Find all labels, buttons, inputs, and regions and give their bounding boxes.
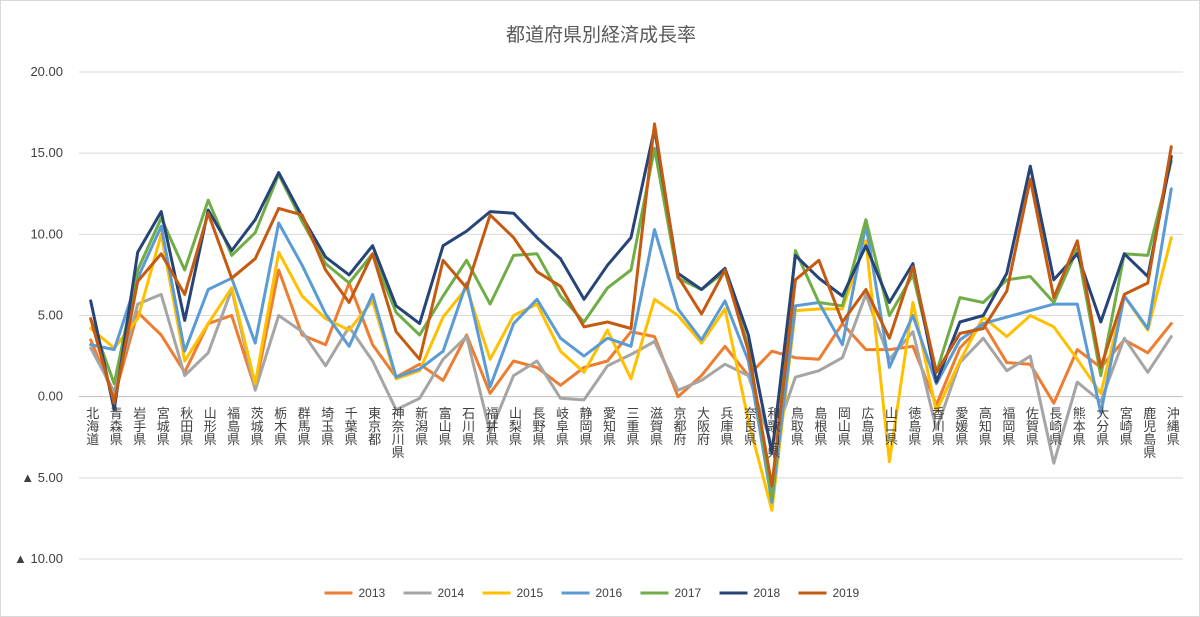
- legend-label: 2019: [833, 586, 860, 600]
- x-category-label: 香川県: [929, 407, 945, 446]
- x-category-label: 山口県: [882, 407, 898, 446]
- x-category-label: 長野県: [530, 407, 546, 446]
- x-category-label: 埼玉県: [318, 407, 334, 446]
- x-category-label: 神奈川県: [389, 407, 405, 459]
- y-tick-label: ▲ 5.00: [21, 470, 63, 485]
- x-category-label: 滋賀県: [647, 407, 663, 446]
- legend-label: 2014: [438, 586, 465, 600]
- legend-label: 2016: [596, 586, 623, 600]
- series-lines: [89, 122, 1173, 512]
- x-category-label: 青森県: [107, 407, 123, 446]
- x-category-label: 新潟県: [412, 406, 428, 446]
- y-tick-label: 20.00: [30, 64, 63, 79]
- x-category-label: 和歌山県: [764, 407, 780, 459]
- x-category-label: 佐賀県: [1023, 407, 1039, 446]
- x-category-label: 宮崎県: [1117, 406, 1133, 446]
- x-category-label: 山梨県: [506, 407, 522, 446]
- series-line-2018: [89, 127, 1173, 455]
- x-category-label: 長崎県: [1046, 407, 1062, 446]
- series-line-2016: [89, 187, 1173, 504]
- x-category-label: 静岡県: [577, 407, 593, 446]
- x-category-label: 岡山県: [835, 407, 851, 446]
- x-category-label: 岩手県: [130, 407, 146, 446]
- x-category-label: 福井県: [483, 407, 499, 446]
- legend: 2013 2014 2015 2016 2017 2018 2019: [324, 586, 860, 600]
- x-category-label: 福島県: [224, 407, 240, 446]
- x-category-label: 兵庫県: [717, 407, 733, 446]
- x-category-label: 栃木県: [271, 407, 287, 446]
- x-category-label: 三重県: [624, 407, 640, 446]
- legend-item-2015: 2015: [482, 586, 544, 600]
- x-category-label: 北海道: [83, 407, 99, 446]
- series-line-2017: [89, 146, 1173, 499]
- x-category-label: 沖縄県: [1164, 407, 1180, 446]
- x-category-label: 秋田県: [177, 407, 193, 446]
- legend-label: 2013: [359, 586, 386, 600]
- x-category-label: 大分県: [1093, 407, 1109, 446]
- x-category-label: 岐阜県: [553, 407, 569, 446]
- x-category-label: 石川県: [459, 407, 475, 446]
- legend-label: 2015: [517, 586, 544, 600]
- x-category-label: 茨城県: [248, 407, 264, 446]
- x-category-label: 高知県: [976, 406, 992, 446]
- x-category-label: 鳥取県: [788, 407, 804, 446]
- legend-item-2014: 2014: [403, 586, 465, 600]
- x-category-label: 大阪府: [694, 407, 710, 447]
- series-line-2014: [89, 288, 1173, 465]
- legend-item-2019: 2019: [798, 586, 860, 600]
- series-line-2015: [89, 232, 1173, 512]
- series-line-2013: [89, 268, 1173, 407]
- x-category-label: 熊本県: [1070, 406, 1086, 446]
- x-category-label: 広島県: [858, 407, 874, 446]
- x-category-label: 鹿児島県: [1140, 406, 1156, 459]
- y-tick-label: 15.00: [30, 145, 63, 160]
- chart-title: 都道府県別経済成長率: [506, 24, 696, 46]
- y-tick-label: 5.00: [38, 308, 63, 323]
- legend-label: 2018: [754, 586, 781, 600]
- x-category-label: 徳島県: [905, 407, 921, 446]
- legend-label: 2017: [675, 586, 702, 600]
- series-line-2019: [89, 122, 1173, 488]
- x-category-label: 千葉県: [342, 407, 358, 446]
- legend-item-2016: 2016: [561, 586, 623, 600]
- x-category-label: 福岡県: [999, 407, 1015, 446]
- legend-item-2018: 2018: [719, 586, 781, 600]
- x-category-label: 宮城県: [154, 406, 170, 446]
- y-axis-labels: 20.00 15.00 10.00 5.00 0.00 ▲ 5.00 ▲ 10.00: [14, 64, 63, 566]
- x-category-label: 愛知県: [600, 407, 616, 446]
- x-category-label: 島根県: [811, 407, 827, 446]
- x-category-label: 愛媛県: [952, 407, 968, 446]
- x-category-label: 京都府: [670, 407, 686, 447]
- x-category-label: 富山県: [436, 406, 452, 446]
- y-tick-label: ▲ 10.00: [14, 551, 63, 566]
- x-category-label: 群馬県: [295, 407, 311, 446]
- x-category-label: 東京都: [365, 406, 381, 446]
- x-category-label: 奈良県: [741, 407, 757, 446]
- y-tick-label: 10.00: [30, 226, 63, 241]
- y-tick-label: 0.00: [38, 389, 63, 404]
- x-category-label: 山形県: [201, 407, 217, 446]
- legend-item-2013: 2013: [324, 586, 386, 600]
- x-axis-labels: 北海道 青森県 岩手県 宮城県 秋田県 山形県 福島県 茨城県 栃木県 群馬県 埼玉県 千葉県 東京都神…: [83, 406, 1179, 459]
- legend-item-2017: 2017: [640, 586, 702, 600]
